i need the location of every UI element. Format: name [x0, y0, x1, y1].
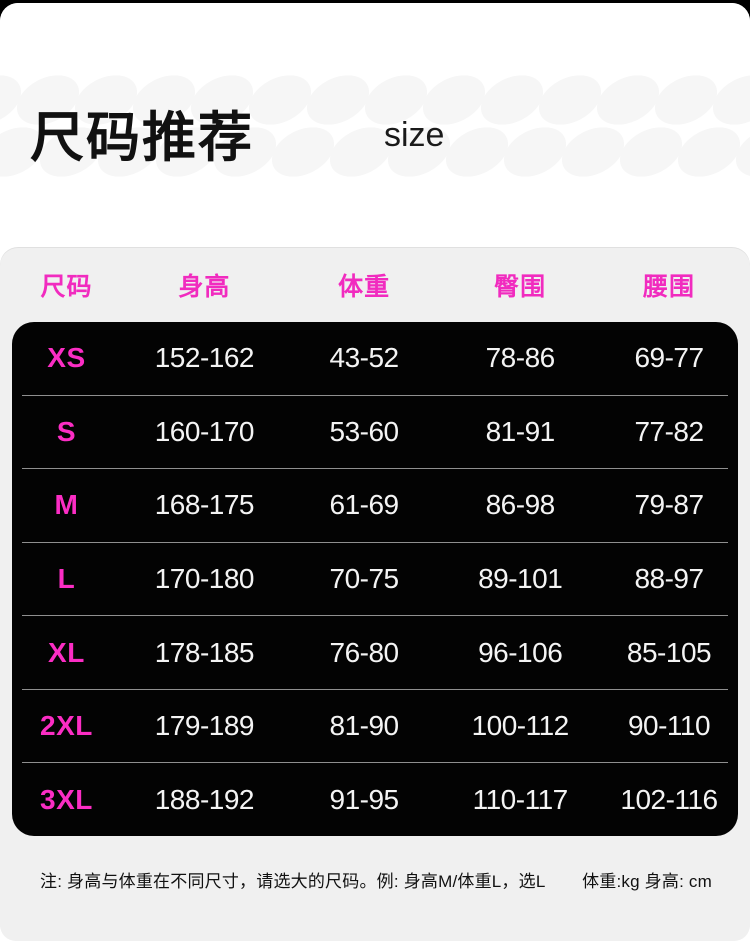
size-label: L: [57, 563, 76, 595]
waist-range: 77-82: [634, 415, 704, 447]
size-label: 3XL: [40, 783, 93, 815]
table-header-row: 尺码 身高 体重 臀围 腰围: [0, 248, 750, 322]
hip-range: 89-101: [478, 563, 563, 595]
waist-range: 85-105: [626, 636, 712, 668]
sizing-note: 注: 身高与体重在不同尺寸，请选大的尺码。例: 身高M/体重L，选L: [40, 872, 546, 891]
size-label: XL: [48, 636, 85, 668]
hip-range: 100-112: [471, 710, 570, 742]
column-header-height: 身高: [178, 273, 231, 301]
size-table-card: 尺码 身高 体重 臀围 腰围 XS 152-162 43-52 78-86 69…: [0, 248, 750, 941]
weight-range: 76-80: [329, 636, 400, 668]
weight-range: 43-52: [329, 342, 400, 374]
hip-range: 78-86: [485, 342, 556, 374]
size-guide-card: 尺码推荐 size 尺码 身高 体重 臀围 腰围 XS 152-162 43-5…: [0, 3, 750, 945]
column-header-waist: 腰围: [642, 273, 695, 301]
height-range: 170-180: [154, 563, 255, 595]
units-legend: 体重:kg 身高: cm: [582, 872, 712, 891]
page-subtitle: size: [384, 116, 445, 154]
weight-range: 91-95: [329, 783, 400, 815]
table-row-m: M 168-175 61-69 86-98 79-87: [12, 469, 738, 542]
ellipse-pattern: [0, 75, 750, 177]
waist-range: 102-116: [620, 783, 718, 815]
weight-range: 81-90: [329, 710, 400, 742]
height-range: 188-192: [154, 783, 255, 815]
size-label: 2XL: [40, 710, 93, 742]
row-divider: [22, 688, 728, 690]
waist-range: 79-87: [634, 489, 704, 521]
table-row-xl: XL 178-185 76-80 96-106 85-105: [12, 616, 738, 689]
weight-range: 70-75: [329, 563, 400, 595]
weight-range: 53-60: [329, 415, 400, 447]
table-row-l: L 170-180 70-75 89-101 88-97: [12, 543, 738, 616]
hip-range: 96-106: [478, 636, 563, 668]
size-label: XS: [47, 342, 86, 374]
footer-notes: 注: 身高与体重在不同尺寸，请选大的尺码。例: 身高M/体重L，选L 体重:kg…: [0, 836, 750, 892]
size-label: M: [54, 489, 79, 521]
size-table: XS 152-162 43-52 78-86 69-77 S 160-170 5…: [12, 322, 738, 836]
weight-range: 61-69: [329, 489, 400, 521]
row-divider: [22, 394, 728, 396]
column-header-size: 尺码: [40, 273, 93, 301]
page-title: 尺码推荐: [30, 108, 254, 168]
row-divider: [22, 762, 728, 764]
hip-range: 81-91: [485, 415, 556, 447]
waist-range: 69-77: [634, 342, 704, 374]
table-row-xs: XS 152-162 43-52 78-86 69-77: [12, 322, 738, 395]
height-range: 152-162: [154, 342, 255, 374]
column-header-weight: 体重: [338, 273, 391, 301]
waist-range: 88-97: [634, 563, 704, 595]
height-range: 179-189: [154, 710, 255, 742]
table-row-2xl: 2XL 179-189 81-90 100-112 90-110: [12, 690, 738, 763]
row-divider: [22, 541, 728, 543]
row-divider: [22, 615, 728, 617]
table-row-3xl: 3XL 188-192 91-95 110-117 102-116: [12, 763, 738, 836]
hip-range: 86-98: [485, 489, 556, 521]
height-range: 160-170: [154, 415, 255, 447]
size-label: S: [56, 415, 77, 447]
height-range: 168-175: [154, 489, 255, 521]
title-section: 尺码推荐 size: [0, 3, 750, 248]
column-header-hip: 臀围: [494, 273, 547, 301]
table-row-s: S 160-170 53-60 81-91 77-82: [12, 396, 738, 469]
waist-range: 90-110: [627, 710, 711, 742]
row-divider: [22, 468, 728, 470]
hip-range: 110-117: [472, 783, 569, 815]
height-range: 178-185: [154, 636, 255, 668]
